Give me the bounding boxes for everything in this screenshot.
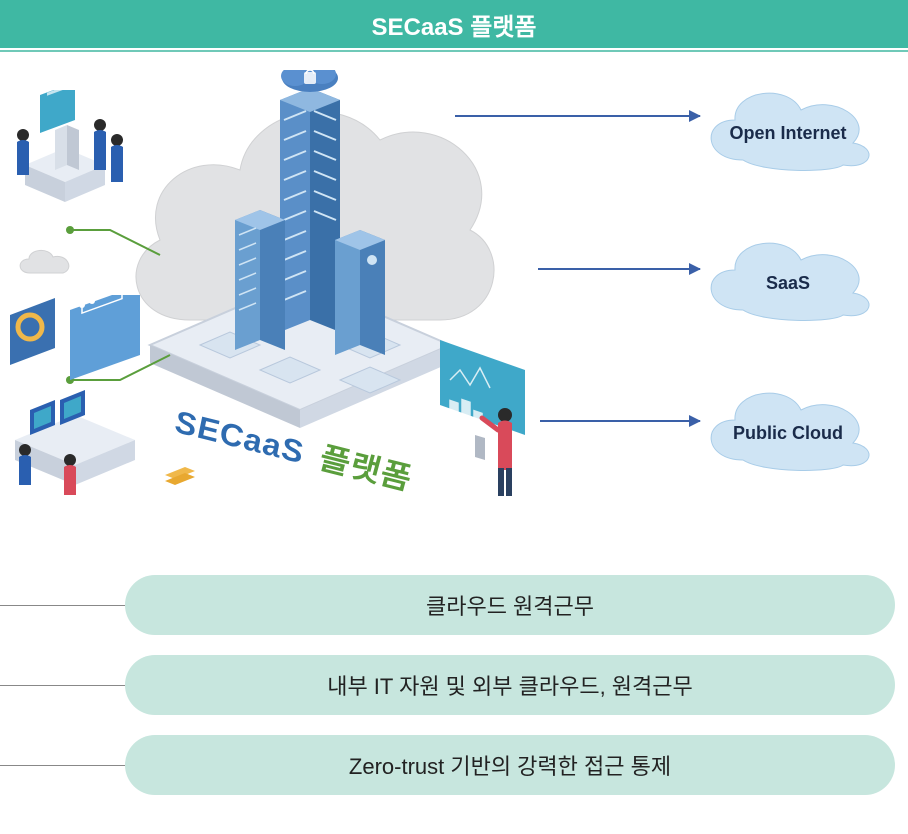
arrow	[455, 115, 700, 117]
pill-line-1	[0, 605, 125, 606]
connector-top	[70, 230, 160, 255]
feature-pill: Zero-trust 기반의 강력한 접근 통제	[125, 735, 895, 795]
pills-container: 클라우드 원격근무내부 IT 자원 및 외부 클라우드, 원격근무 Zero-tr…	[125, 575, 895, 795]
person-1	[17, 129, 29, 175]
panel-icon-2	[70, 295, 140, 380]
feature-pill: 클라우드 원격근무	[125, 575, 895, 635]
tower-right-icon	[367, 255, 377, 265]
tower-right	[335, 230, 385, 355]
destination-label: Public Cloud	[693, 423, 883, 444]
pill-line-2	[0, 685, 125, 686]
destination-label: Open Internet	[693, 123, 883, 144]
books-icon	[165, 467, 195, 485]
people-group-top	[5, 90, 135, 220]
cloud-lock-icon	[281, 70, 338, 92]
small-cloud	[15, 245, 75, 280]
arrow	[538, 268, 700, 270]
destination-label: SaaS	[693, 273, 883, 294]
people-group-bottom	[0, 295, 200, 505]
panel-icon-1	[10, 298, 55, 365]
arrow	[540, 420, 700, 422]
person-3	[111, 134, 123, 182]
person-seated-1	[19, 444, 31, 485]
tower-main	[280, 88, 340, 332]
feature-pill: 내부 IT 자원 및 외부 클라우드, 원격근무	[125, 655, 895, 715]
dashboard-panel	[440, 340, 525, 460]
diagram-area: Open Internet SaaS Public Cloud SECaaS 플…	[0, 50, 908, 550]
person-2	[94, 119, 106, 170]
person-right	[420, 330, 550, 510]
server-tower	[55, 125, 67, 170]
pill-line-3	[0, 765, 125, 766]
person-seated-2	[64, 454, 76, 495]
header-bar: SECaaS 플랫폼	[0, 0, 908, 48]
header-title: SECaaS 플랫폼	[372, 7, 537, 42]
